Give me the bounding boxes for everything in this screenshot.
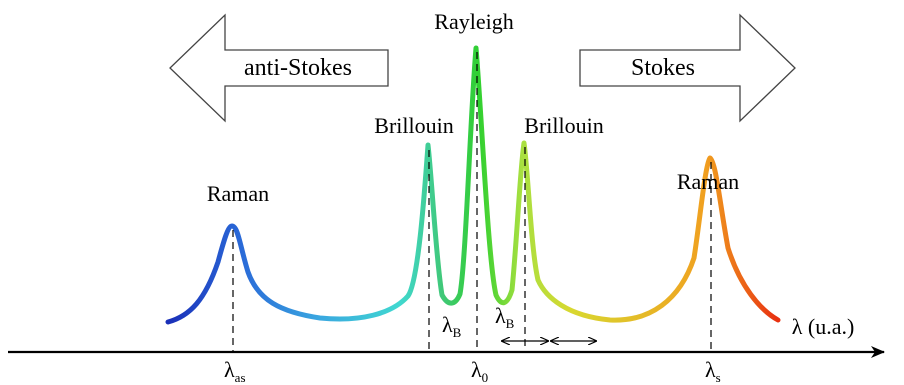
- stokes-label: Stokes: [631, 55, 695, 81]
- drop-lines: [232, 52, 712, 352]
- spectrum-curve: [165, 45, 781, 325]
- axis-label: λ (u.a.): [792, 314, 855, 339]
- tick-label-lambda-s: λs: [705, 357, 721, 385]
- peak-label-raman-left: Raman: [207, 181, 269, 206]
- anti-stokes-arrow: anti-Stokes: [169, 13, 389, 123]
- shift-label-left: λB: [442, 312, 462, 340]
- anti-stokes-label: anti-Stokes: [244, 55, 352, 81]
- tick-label-lambda-0: λ0: [471, 357, 488, 385]
- tick-label-lambda-as: λas: [224, 357, 246, 385]
- peak-label-rayleigh: Rayleigh: [434, 9, 513, 34]
- stokes-arrow: Stokes: [579, 13, 796, 123]
- peak-label-brillouin-left: Brillouin: [374, 113, 453, 138]
- peak-label-raman-right: Raman: [677, 169, 739, 194]
- peak-label-brillouin-right: Brillouin: [524, 113, 603, 138]
- shift-label-right: λB: [495, 303, 515, 331]
